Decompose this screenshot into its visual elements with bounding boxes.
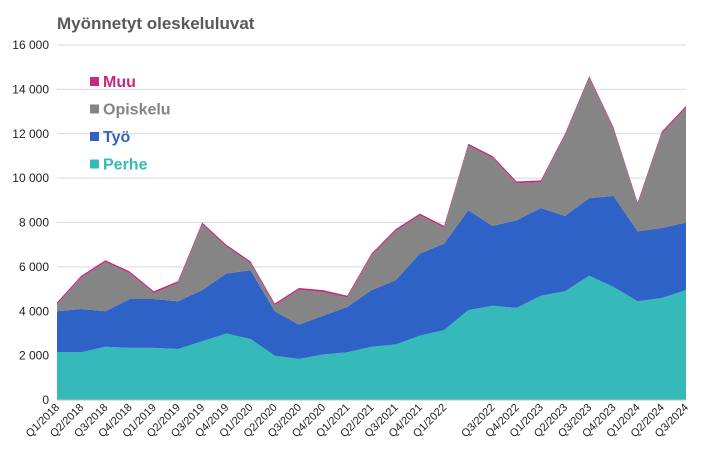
y-tick-label: 6 000 bbox=[19, 260, 49, 274]
legend-swatch bbox=[90, 159, 99, 169]
y-tick-label: 2 000 bbox=[19, 349, 49, 363]
chart-title: Myönnetyt oleskeluluvat bbox=[57, 14, 255, 33]
y-tick-label: 10 000 bbox=[12, 171, 49, 185]
y-tick-label: 12 000 bbox=[12, 127, 49, 141]
legend-label: Muu bbox=[103, 74, 136, 91]
legend-swatch bbox=[90, 132, 99, 141]
y-tick-label: 14 000 bbox=[12, 82, 49, 96]
legend-label: Opiskelu bbox=[103, 102, 171, 119]
area bbox=[57, 275, 686, 400]
y-tick-label: 16 000 bbox=[12, 38, 49, 52]
area bbox=[57, 77, 686, 325]
legend-label: Perhe bbox=[103, 157, 148, 174]
legend-label: Työ bbox=[103, 129, 130, 146]
y-tick-label: 8 000 bbox=[19, 216, 49, 230]
y-tick-label: 0 bbox=[42, 393, 49, 407]
y-tick-label: 4 000 bbox=[19, 304, 49, 318]
area bbox=[57, 195, 686, 359]
legend-swatch bbox=[90, 104, 99, 114]
legend-swatch bbox=[90, 77, 99, 86]
